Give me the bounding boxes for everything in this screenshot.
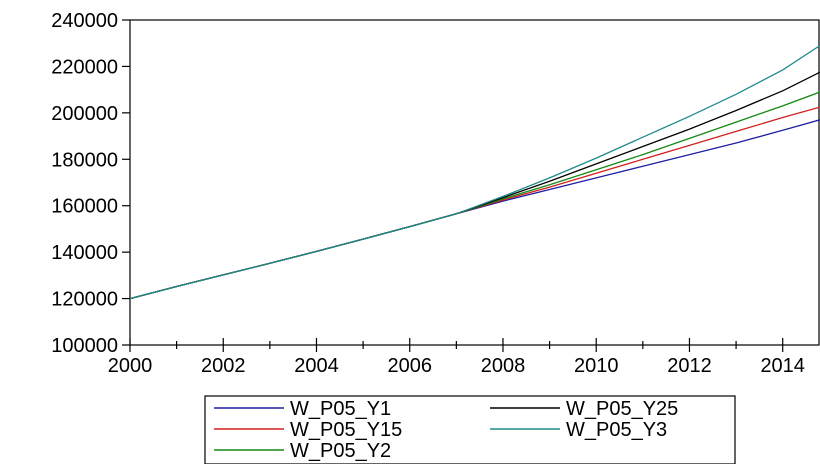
series-lines — [129, 44, 820, 300]
series-line-w-p05-y15 — [129, 106, 820, 300]
plot-frame — [129, 19, 820, 346]
legend-label: W_P05_Y25 — [566, 398, 678, 420]
y-tick-label: 100000 — [51, 335, 118, 357]
y-tick-label: 140000 — [51, 242, 118, 264]
y-tick-label: 220000 — [51, 56, 118, 78]
x-tick-label: 2006 — [387, 355, 432, 377]
x-tick-label: 2000 — [108, 355, 153, 377]
y-tick-label: 160000 — [51, 196, 118, 218]
x-tick-label: 2002 — [201, 355, 246, 377]
plot-border — [129, 19, 820, 346]
legend-label: W_P05_Y15 — [290, 419, 402, 441]
series-line-w-p05-y25 — [129, 71, 820, 300]
y-tick-label: 120000 — [51, 289, 118, 311]
legend-label: W_P05_Y2 — [290, 440, 391, 462]
series-line-w-p05-y3 — [129, 44, 820, 300]
legend-box — [204, 395, 736, 464]
x-tick-label: 2008 — [481, 355, 526, 377]
y-tick-label: 180000 — [51, 149, 118, 171]
x-axis: 2000 2002 2004 2006 2008 2010 2012 2014 — [108, 338, 805, 377]
y-tick-label: 240000 — [51, 10, 118, 32]
legend-label: W_P05_Y3 — [566, 419, 667, 441]
x-tick-label: 2012 — [667, 355, 712, 377]
legend: W_P05_Y1 W_P05_Y25 W_P05_Y15 W_P05_Y3 W_P05_… — [204, 395, 736, 464]
y-axis: 100000 120000 140000 160000 180000 200000 2200… — [51, 10, 130, 357]
series-line-w-p05-y2 — [129, 91, 820, 300]
y-tick-label: 200000 — [51, 103, 118, 125]
x-tick-label: 2004 — [294, 355, 339, 377]
x-tick-label: 2014 — [760, 355, 805, 377]
x-tick-label: 2010 — [574, 355, 619, 377]
legend-label: W_P05_Y1 — [290, 398, 391, 420]
